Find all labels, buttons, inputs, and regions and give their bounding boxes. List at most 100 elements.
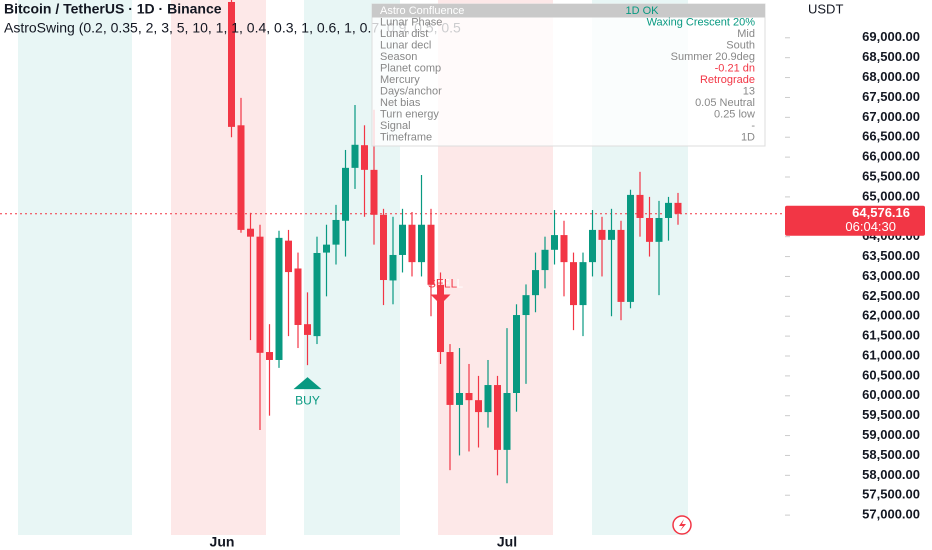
table-bg [371,3,766,147]
y-tick-label: 57,000.00 [862,507,920,522]
table-header-bg [372,4,765,18]
candle-body [323,244,330,253]
table-value: 0.25 low [714,108,755,120]
y-tick-label: 66,000.00 [862,149,920,164]
price-tag [785,205,925,236]
candle-body [370,169,378,215]
candle-body [541,249,549,271]
candle-body [665,202,672,218]
y-tick-label: 68,000.00 [862,69,920,84]
candle-body [237,125,245,230]
table-value: South [726,39,755,51]
y-tick-label: 67,500.00 [862,89,920,104]
x-tick-label: Jun [210,534,235,550]
candle-body [418,224,425,263]
candle-body [608,229,615,240]
candle-body [627,194,634,302]
candle-body [674,202,682,214]
candle-body [294,268,302,325]
candle-body [589,229,596,263]
signal-label: BUY [295,393,320,407]
x-tick-label: Jul [497,534,517,550]
y-tick-label: 62,500.00 [862,288,920,303]
y-tick-label: 61,500.00 [862,328,920,343]
candle-body [513,315,520,393]
candle-body [636,194,644,218]
candle-body [427,224,435,285]
y-tick-label: 60,000.00 [862,387,920,402]
y-tick-label: 62,000.00 [862,308,920,323]
candle-body [484,385,492,413]
candle-body [266,352,273,360]
candle-body [389,254,397,281]
zone [171,0,266,535]
y-tick-label: 65,500.00 [862,168,920,183]
symbol-title: Bitcoin / TetherUS · 1D · Binance [4,1,222,17]
candle-body [522,295,530,316]
candle-body [285,240,292,273]
signal-marker [430,294,451,305]
candle-body [342,167,349,221]
candle-body [446,352,454,405]
currency-bg [790,0,932,22]
candle-body [551,235,558,250]
price-axis: 57,000.00 57,500.00 58,000.00 58,500.00 59,0… [785,0,932,550]
info-table: Astro Confluence 1D OK Lunar Phase Waxing C… [371,3,766,147]
table-value: -0.21 dn [715,62,755,74]
candle-body [570,262,577,306]
y-tick-label: 69,000.00 [862,29,920,44]
table-label: Season [380,51,417,63]
table-label: Days/anchor [380,85,442,97]
candle-body [655,217,663,242]
y-tick-label: 68,500.00 [862,49,920,64]
table-value: - [751,120,755,132]
y-tick-label: 57,500.00 [862,487,920,502]
candle-body [256,236,264,353]
candle-body [332,219,340,245]
table-label: Mercury [380,74,420,86]
candle-body [560,235,568,263]
y-tick-label: 61,000.00 [862,347,920,362]
y-tick-label: 59,500.00 [862,407,920,422]
y-tick-label: 63,500.00 [862,248,920,263]
candle-body [494,385,501,450]
candle-body [408,224,416,263]
y-tick-label: 60,500.00 [862,367,920,382]
zone [18,0,132,535]
table-label: Lunar decl [380,39,431,51]
table-label: Signal [380,120,411,132]
candle-body [380,214,387,281]
candle-body [646,217,653,242]
table-value: 1D [741,131,755,143]
table-label: Lunar Phase [380,16,442,28]
candle-body [313,252,321,337]
currency: USDT [808,1,843,16]
last-price: 64,576.16 [852,205,910,220]
candle-body [437,284,444,353]
y-tick-label: 67,000.00 [862,109,920,124]
candle-body [617,229,625,302]
table-value: Mid [737,28,755,40]
table-value: Summer 20.9deg [671,51,755,63]
table-value: Waxing Crescent 20% [647,16,756,28]
candle-body [247,228,254,237]
table-label: Planet comp [380,62,441,74]
table-header: Astro Confluence [380,5,464,17]
y-tick-label: 58,000.00 [862,467,920,482]
candle-body [399,224,406,255]
table-header-value: 1D OK [625,5,659,17]
alert-bolt [679,519,686,531]
candle-body [304,324,311,335]
table-value: 13 [743,85,755,97]
table-value: Retrograde [700,74,755,86]
candle-body [275,237,283,360]
y-tick-label: 65,000.00 [862,188,920,203]
signal-marker [293,377,322,390]
candle-body [351,144,359,168]
candle-body [503,392,511,450]
table-label: Net bias [380,97,421,109]
candle-body [598,229,606,240]
y-tick-label: 58,500.00 [862,447,920,462]
